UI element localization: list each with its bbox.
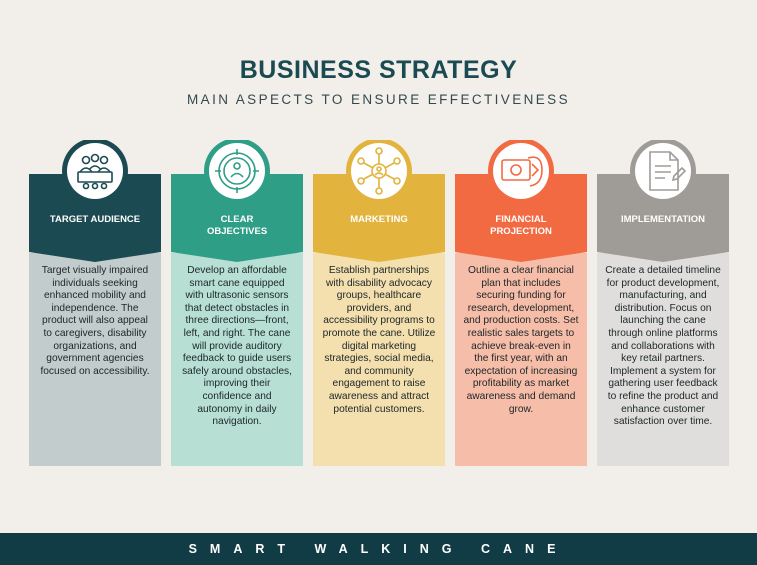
card-label: FINANCIAL PROJECTION bbox=[490, 214, 552, 237]
money-icon bbox=[501, 156, 543, 187]
strategy-card-implementation: Create a detailed timeline for product d… bbox=[597, 140, 729, 466]
strategy-card-clear-objectives: Develop an affordable smart cane equippe… bbox=[171, 140, 303, 466]
card-header bbox=[29, 140, 161, 262]
strategy-card-marketing: Establish partnerships with disability a… bbox=[313, 140, 445, 466]
card-body: Develop an affordable smart cane equippe… bbox=[171, 253, 303, 466]
card-body: Establish partnerships with disability a… bbox=[313, 253, 445, 466]
document-icon bbox=[649, 151, 687, 191]
footer-text: SMART WALKING CANE bbox=[188, 542, 569, 556]
target-icon bbox=[215, 149, 259, 193]
strategy-card-target-audience: Target visually impaired individuals see… bbox=[29, 140, 161, 466]
page-subtitle: MAIN ASPECTS TO ENSURE EFFECTIVENESS bbox=[187, 92, 570, 107]
network-icon bbox=[357, 147, 401, 195]
card-body: Target visually impaired individuals see… bbox=[29, 253, 161, 466]
card-text: Develop an affordable smart cane equippe… bbox=[182, 265, 292, 428]
card-header bbox=[171, 140, 303, 262]
card-text: Outline a clear financial plan that incl… bbox=[463, 265, 579, 415]
card-label: IMPLEMENTATION bbox=[620, 214, 706, 225]
card-label: MARKETING bbox=[350, 214, 408, 225]
card-text: Establish partnerships with disability a… bbox=[322, 265, 436, 415]
page-title: BUSINESS STRATEGY bbox=[239, 56, 518, 84]
card-label: TARGET AUDIENCE bbox=[49, 214, 141, 225]
footer-bar: SMART WALKING CANE bbox=[0, 533, 757, 565]
card-text: Create a detailed timeline for product d… bbox=[605, 265, 721, 428]
strategy-card-financial-projection: Outline a clear financial plan that incl… bbox=[455, 140, 587, 466]
audience-icon bbox=[77, 153, 113, 190]
card-label: CLEAR OBJECTIVES bbox=[207, 214, 268, 237]
card-body: Create a detailed timeline for product d… bbox=[597, 253, 729, 466]
card-body: Outline a clear financial plan that incl… bbox=[455, 253, 587, 466]
card-text: Target visually impaired individuals see… bbox=[40, 265, 150, 377]
